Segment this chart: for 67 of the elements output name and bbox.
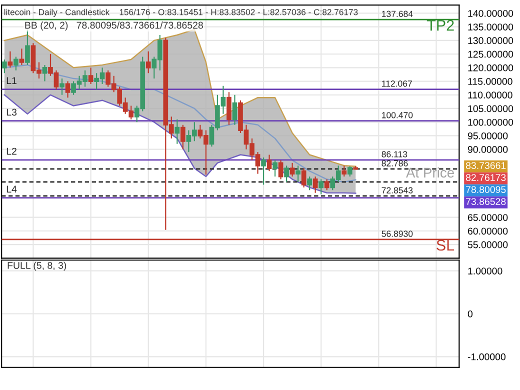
text: 78.80095 [466, 186, 506, 193]
y-tick-label: 140.00000 [468, 10, 514, 17]
y-tick-label: 130.00000 [468, 37, 514, 44]
y-tick-label: 95.00000 [468, 132, 508, 140]
ref-line-label: L2 [6, 148, 16, 155]
candlestick [278, 160, 284, 180]
ref-line-label: L1 [6, 77, 16, 84]
candlestick [301, 168, 306, 188]
candlestick [146, 50, 151, 74]
candlestick [60, 78, 64, 96]
candlestick [318, 178, 324, 195]
candlestick [19, 48, 24, 66]
candlestick [272, 160, 278, 178]
y-tick-label: 90.00000 [468, 146, 508, 153]
y-tick-label: 135.00000 [468, 24, 514, 30]
annotation: 86.113 [382, 151, 408, 158]
candlestick [14, 56, 18, 71]
y-tick-label: 115.00000 [468, 78, 512, 85]
candlestick [296, 165, 300, 183]
y-tick-label: 0 [468, 310, 473, 318]
candlestick [342, 165, 347, 178]
y-tick-label: 100.00000 [468, 118, 514, 126]
annotation: 137.684 [382, 10, 413, 17]
y-tick-label: 110.00000 [468, 92, 512, 98]
candlestick [284, 165, 289, 183]
y-tick-label: 1.00000 [468, 268, 502, 274]
candlestick [25, 29, 30, 66]
ref-line-label: TP2 [426, 20, 454, 31]
candlestick [312, 176, 318, 194]
annotation: 72.8543 [382, 187, 413, 194]
candlestick [65, 80, 70, 98]
annotation: 112.067 [382, 80, 412, 87]
y-tick-label: 120.00000 [468, 64, 514, 72]
y-tick-label: 55.00000 [468, 241, 508, 248]
y-tick-label: 125.00000 [468, 50, 514, 58]
annotation: BB (20, 2) 78.80095/83.73661/73.86528 [25, 22, 203, 31]
ref-line-label: L3 [6, 108, 17, 116]
y-tick-label: 60.00000 [468, 228, 508, 235]
candlestick [232, 94, 238, 126]
chart-title: FULL (5, 8, 3) [8, 262, 66, 271]
ref-line-label: L4 [6, 186, 17, 192]
candlestick [290, 162, 295, 178]
annotation: 100.470 [382, 112, 413, 118]
text: 82.76173 [466, 174, 506, 181]
ref-line-label: SL [436, 240, 454, 251]
chart-title: litecoin - Daily - Candlestick 156/176 - O:83.15451 - H:83.83502 - L:82.57036 - C:82.76173 [4, 8, 358, 17]
line-series [4, 94, 356, 194]
candlestick [266, 154, 272, 172]
y-tick-label: 105.00000 [468, 105, 514, 112]
candlestick [261, 156, 266, 186]
annotation: 82.786 [382, 160, 408, 166]
annotation: 56.8930 [382, 230, 413, 237]
candlestick [2, 58, 7, 74]
candlestick [88, 67, 94, 85]
text: 73.86528 [466, 198, 506, 205]
y-tick-label: 65.00000 [468, 214, 508, 221]
ref-line-label: At Price [406, 167, 454, 178]
candlestick [180, 124, 186, 150]
candlestick [174, 118, 180, 144]
candlestick [307, 176, 312, 191]
text: 83.73661 [466, 162, 506, 169]
candlestick [226, 92, 232, 126]
candlestick [324, 178, 330, 191]
y-tick-label: -1.00000 [468, 353, 506, 360]
candlestick [42, 64, 48, 82]
candlestick [347, 166, 352, 178]
candlestick [8, 50, 13, 68]
